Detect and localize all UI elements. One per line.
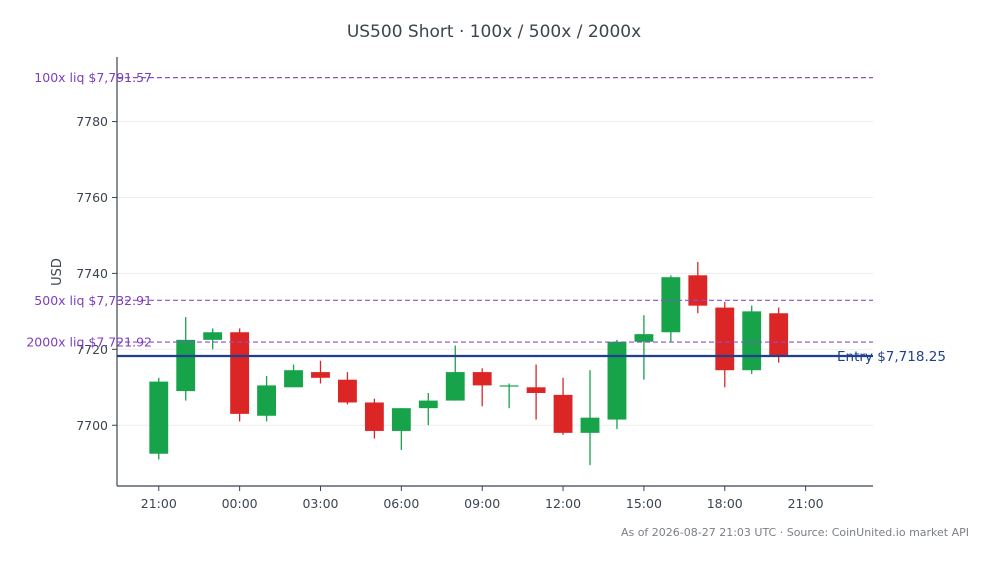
y-tick-label: 7700 [76, 418, 108, 433]
liq-label: 100x liq $7,791.57 [34, 70, 152, 85]
x-tick-label: 00:00 [222, 496, 258, 511]
entry-label: Entry $7,718.25 [837, 349, 946, 365]
candle-up [634, 334, 654, 342]
candle-down [526, 387, 546, 393]
candle-up [391, 408, 411, 431]
candle-up [580, 417, 600, 433]
candle-up [257, 385, 277, 416]
y-tick-label: 7760 [76, 190, 108, 205]
y-tick-label: 7780 [76, 114, 108, 129]
x-tick-label: 18:00 [707, 496, 743, 511]
candle-up [284, 370, 303, 388]
y-tick-label: 7720 [76, 342, 108, 357]
reference-lines: 100x liq $7,791.57 500x liq $7,732.91 2000… [26, 70, 946, 365]
candle-up [149, 381, 169, 454]
candle-down [472, 372, 492, 386]
x-tick-label: 12:00 [545, 496, 581, 511]
candle-up [203, 332, 223, 340]
footer-source: As of 2026-08-27 21:03 UTC · Source: Coi… [620, 526, 969, 539]
axes: 7700 7720 7740 7760 7780 21:00 00:00 03:00 06:00… [76, 57, 873, 511]
candle-down [311, 372, 330, 378]
y-axis-label: USD [50, 258, 65, 286]
candle-down [688, 275, 708, 306]
chart-title: US500 Short · 100x / 500x / 2000x [347, 22, 641, 42]
candle-down [338, 379, 357, 403]
candle-up [176, 339, 196, 392]
candle-down [364, 402, 384, 431]
y-tick-label: 7740 [76, 266, 108, 281]
liq-label: 500x liq $7,732.91 [34, 293, 152, 308]
x-tick-label: 06:00 [383, 496, 419, 511]
candle-up [661, 277, 681, 333]
candle-down [230, 332, 250, 414]
x-tick-label: 15:00 [626, 496, 662, 511]
x-tick-label: 21:00 [141, 496, 177, 511]
candle-up [607, 341, 627, 420]
candle-up [445, 372, 465, 401]
candle-down [769, 313, 789, 356]
candle-up [499, 385, 519, 387]
x-tick-label: 09:00 [464, 496, 500, 511]
candle-down [715, 307, 735, 371]
candle-up [742, 311, 762, 371]
candle-up [418, 400, 438, 409]
candle-down [553, 394, 573, 433]
liq-label: 2000x liq $7,721.92 [26, 335, 152, 350]
x-tick-label: 03:00 [302, 496, 338, 511]
candles [149, 262, 789, 466]
x-tick-label: 21:00 [788, 496, 824, 511]
